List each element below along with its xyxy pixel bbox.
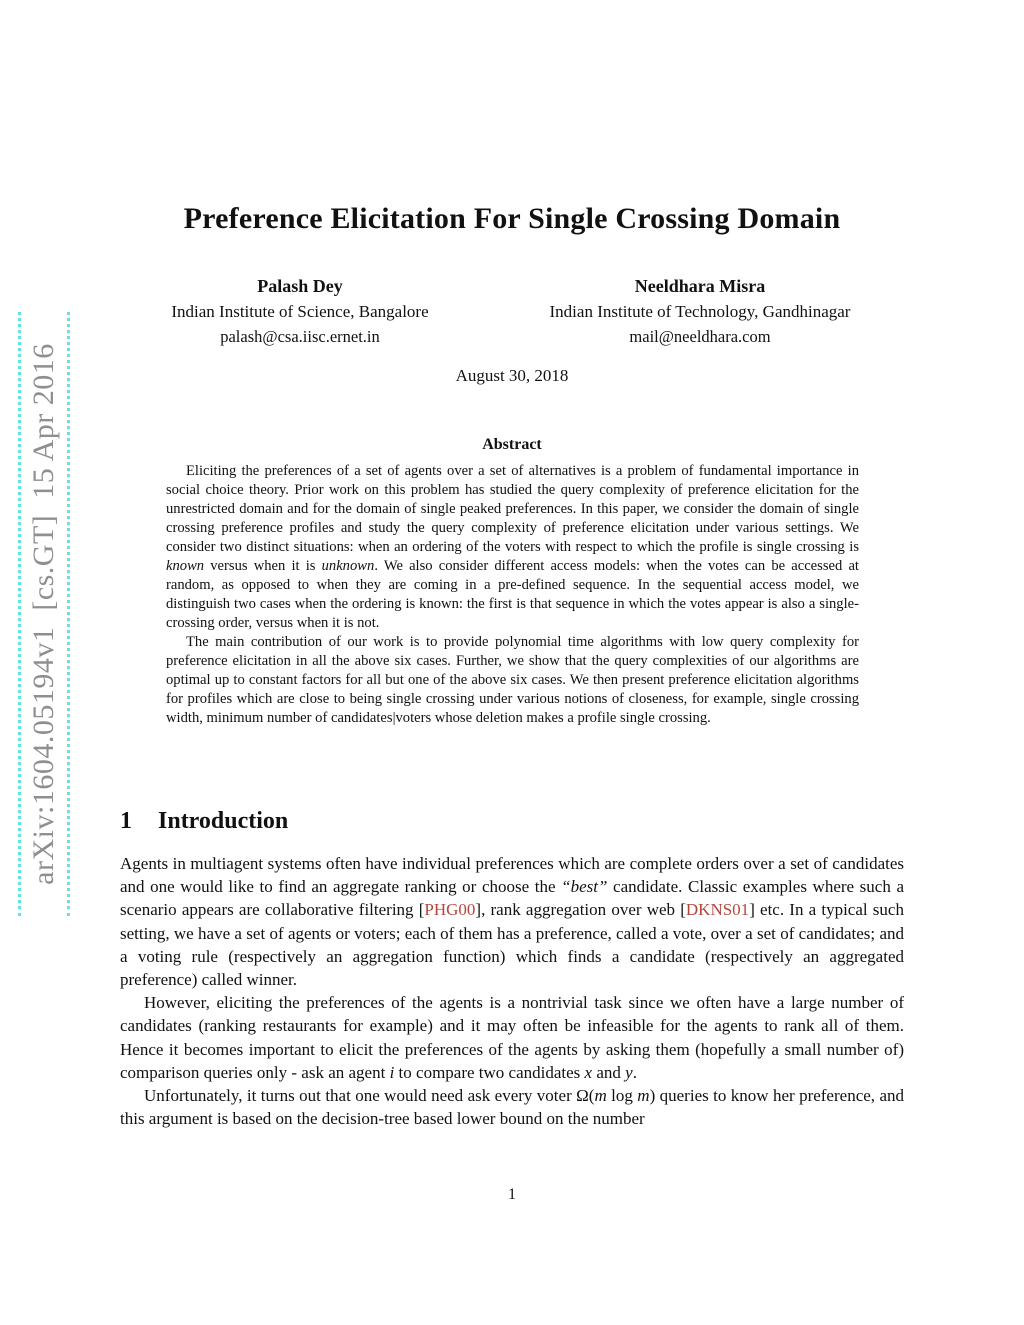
text-run: However, eliciting the preferences of th… [120, 993, 904, 1082]
text-run: log [606, 1086, 638, 1106]
text-run: versus when it is [204, 558, 322, 574]
body-text: Agents in multiagent systems often have … [120, 852, 904, 1130]
section-title: Introduction [158, 808, 289, 834]
text-run: . [632, 1062, 637, 1082]
body-paragraph: Agents in multiagent systems often have … [120, 852, 904, 991]
arxiv-stamp: arXiv:1604.05194v1 [cs.GT] 15 Apr 2016 [18, 312, 70, 916]
text-run: Unfortunately, it turns out that one wou… [144, 1086, 595, 1106]
author-name: Palash Dey [257, 276, 343, 296]
emphasis-text: x [584, 1062, 593, 1082]
emphasis-text: i [389, 1062, 395, 1082]
author-email: mail@neeldhara.com [629, 327, 771, 346]
body-paragraph: Unfortunately, it turns out that one wou… [120, 1084, 904, 1130]
author-email: palash@csa.iisc.ernet.in [220, 327, 380, 346]
author-name: Neeldhara Misra [634, 276, 766, 296]
text-run: ) queries to know her preference, and th… [120, 1086, 904, 1129]
emphasis-text: m [637, 1086, 650, 1106]
author-row: Palash Dey Indian Institute of Science, … [100, 276, 900, 347]
page-title: Preference Elicitation For Single Crossi… [183, 202, 841, 235]
emphasis-text: y [625, 1062, 633, 1082]
text-run: to compare two candidates [394, 1062, 585, 1082]
arxiv-stamp-text: arXiv:1604.05194v1 [cs.GT] 15 Apr 2016 [27, 343, 60, 885]
text-run: and [592, 1062, 626, 1082]
section-number: 1 [120, 808, 132, 834]
text-run: . We also consider different access mode… [166, 558, 859, 631]
abstract-paragraph: Eliciting the preferences of a set of ag… [166, 462, 859, 633]
emphasis-text: unknown [321, 558, 375, 574]
text-run: The main contribution of our work is to … [166, 634, 859, 726]
page-number: 1 [508, 1186, 516, 1203]
citation-link[interactable]: PHG00 [424, 900, 476, 920]
author-block: Neeldhara Misra Indian Institute of Tech… [500, 276, 900, 347]
abstract-body: Eliciting the preferences of a set of ag… [166, 462, 859, 728]
author-affiliation: Indian Institute of Science, Bangalore [171, 302, 429, 321]
paper-date: August 30, 2018 [455, 366, 569, 385]
text-run: candidate. Classic examples where such a… [120, 877, 904, 920]
abstract-heading: Abstract [482, 436, 542, 453]
author-affiliation: Indian Institute of Technology, Gandhina… [549, 302, 851, 321]
text-run: ], rank aggregation over web [ [475, 900, 686, 920]
abstract-paragraph: The main contribution of our work is to … [166, 633, 859, 728]
text-run: ] etc. In a typical such setting, we hav… [120, 900, 904, 990]
text-run: Agents in multiagent systems often have … [120, 854, 904, 897]
emphasis-text: m [594, 1086, 607, 1106]
section-heading: 1 Introduction [120, 808, 288, 835]
emphasis-text: known [166, 558, 205, 574]
text-run: Eliciting the preferences of a set of ag… [166, 463, 859, 555]
emphasis-text: “best” [561, 877, 608, 897]
author-block: Palash Dey Indian Institute of Science, … [100, 276, 500, 347]
citation-link[interactable]: DKNS01 [685, 900, 750, 920]
body-paragraph: However, eliciting the preferences of th… [120, 991, 904, 1084]
